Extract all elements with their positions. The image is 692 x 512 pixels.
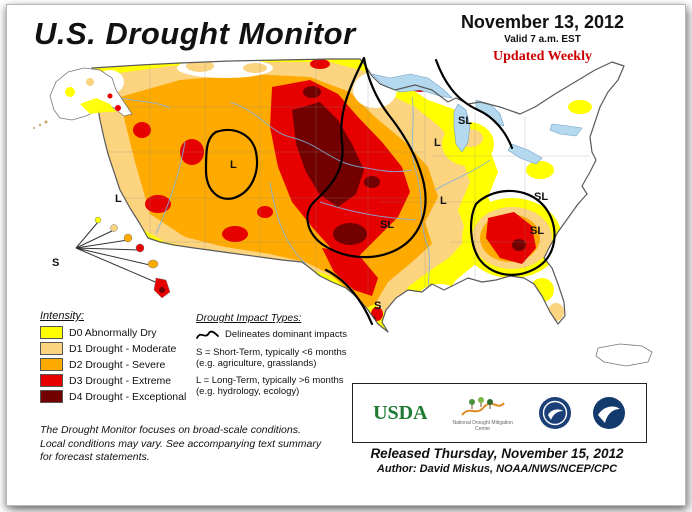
- delineates-row: Delineates dominant impacts: [196, 329, 356, 340]
- disclaimer: The Drought Monitor focuses on broad-sca…: [40, 424, 321, 465]
- long-term-examples: (e.g. hydrology, ecology): [196, 386, 300, 397]
- hawaii-inset: [75, 216, 171, 299]
- conus-map: [91, 56, 625, 333]
- impact-type-label: L: [115, 193, 122, 205]
- impact-type-label: S: [374, 300, 381, 312]
- impact-type-label: SL: [530, 225, 544, 237]
- date-block: November 13, 2012 Valid 7 a.m. EST Updat…: [440, 12, 645, 65]
- noaa-seal-icon: [592, 397, 625, 429]
- legend-item-d1: D1 Drought - Moderate: [40, 342, 186, 355]
- impact-curve-icon: [196, 330, 219, 339]
- updated-weekly: Updated Weekly: [493, 49, 592, 64]
- impact-type-label: SL: [380, 219, 394, 231]
- rivers: [103, 91, 491, 293]
- long-term-text: L = Long-Term, typically >6 months: [196, 375, 344, 386]
- report-date: November 13, 2012: [460, 12, 625, 32]
- drought-impact-types: Drought Impact Types: Delineates dominan…: [196, 312, 356, 403]
- agency-logo-box: USDA National Drought Mitigation Center: [352, 383, 647, 443]
- impact-delineation-lines: [204, 56, 556, 326]
- disclaimer-line-1: The Drought Monitor focuses on broad-sca…: [40, 424, 301, 436]
- short-term-examples: (e.g. agriculture, grasslands): [196, 358, 317, 369]
- released-date: Released Thursday, November 15, 2012: [370, 446, 624, 461]
- page-title: U.S. Drought Monitor: [34, 16, 356, 51]
- disclaimer-line-2: Local conditions may vary. See accompany…: [40, 437, 322, 450]
- release-block: Released Thursday, November 15, 2012 Aut…: [348, 446, 646, 475]
- legend-item-d4: D4 Drought - Exceptional: [40, 390, 186, 403]
- d1-swatch: [40, 342, 63, 355]
- d2-swatch: [40, 358, 63, 371]
- impact-type-label: L: [434, 137, 441, 149]
- legend-item-d2: D2 Drought - Severe: [40, 358, 186, 371]
- ndmc-caption: National Drought Mitigation Center: [452, 419, 513, 432]
- impact-type-label: L: [230, 159, 237, 171]
- commerce-seal-icon: [538, 397, 571, 429]
- short-term-text: S = Short-Term, typically <6 months: [196, 347, 347, 358]
- d3-label: D3 Drought - Extreme: [69, 374, 172, 387]
- usda-logo: USDA: [373, 401, 428, 424]
- puerto-rico-inset: [595, 343, 653, 367]
- legend-item-d0: D0 Abnormally Dry: [40, 326, 186, 339]
- legend-item-d3: D3 Drought - Extreme: [40, 374, 186, 387]
- impact-type-label: SL: [458, 115, 472, 127]
- ndmc-logo: National Drought Mitigation Center: [448, 395, 518, 432]
- legend-heading: Intensity:: [40, 310, 85, 322]
- d4-swatch: [40, 390, 63, 403]
- impact-type-label: L: [440, 195, 447, 207]
- d0-swatch: [40, 326, 63, 339]
- author-credit: Author: David Miskus, NOAA/NWS/NCEP/CPC: [376, 463, 618, 475]
- ndmc-trees-icon: [460, 396, 505, 416]
- d4-label: D4 Drought - Exceptional: [69, 390, 187, 403]
- alaska-inset: [33, 67, 133, 129]
- impact-type-label: SL: [534, 191, 548, 203]
- intensity-legend: Intensity: D0 Abnormally Dry D1 Drought …: [40, 310, 186, 406]
- impact-types-heading: Drought Impact Types:: [196, 312, 302, 324]
- delineates-text: Delineates dominant impacts: [225, 329, 347, 340]
- impact-type-label: S: [52, 257, 59, 269]
- d0-label: D0 Abnormally Dry: [69, 326, 157, 339]
- d3-swatch: [40, 374, 63, 387]
- valid-time: Valid 7 a.m. EST: [504, 34, 581, 45]
- disclaimer-line-3: for forecast statements.: [40, 451, 150, 463]
- d2-label: D2 Drought - Severe: [69, 358, 166, 371]
- d1-label: D1 Drought - Moderate: [69, 342, 177, 355]
